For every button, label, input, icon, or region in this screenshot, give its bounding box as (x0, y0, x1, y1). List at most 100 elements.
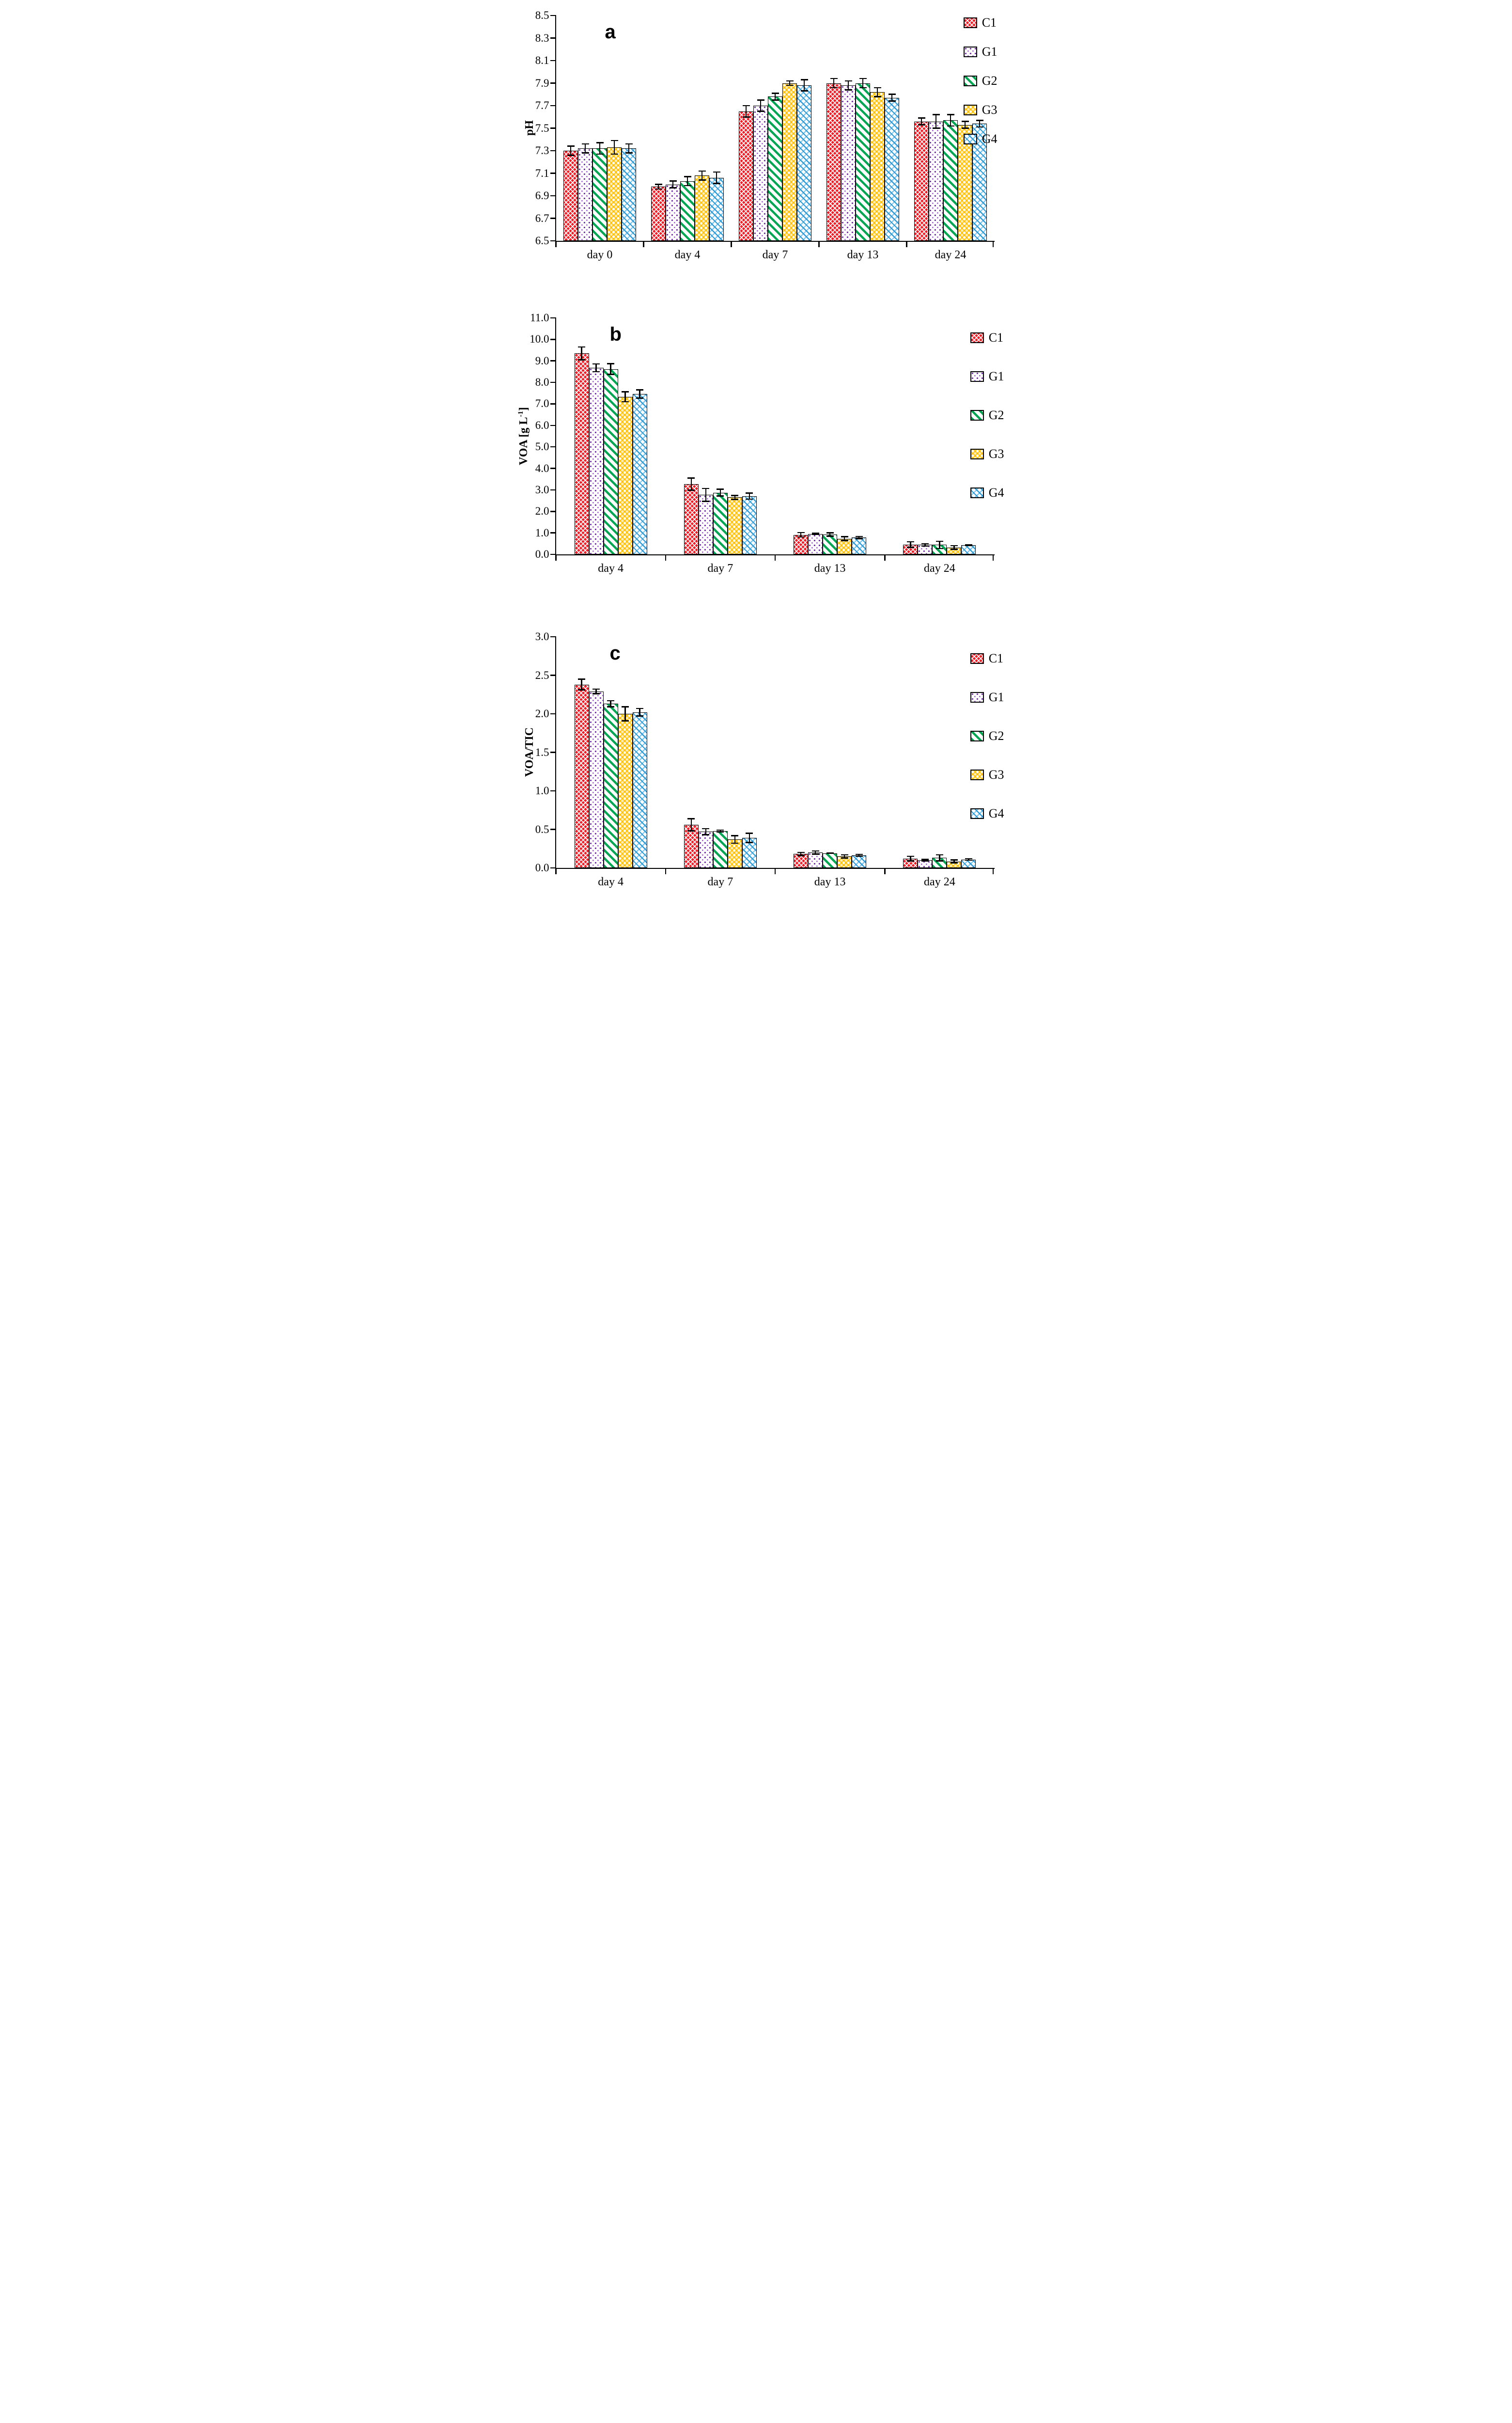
legend-marker-G2 (963, 76, 977, 86)
error-bar-cap (622, 401, 629, 403)
error-bar-cap (687, 489, 695, 491)
legend-item-C1: C1 (963, 16, 998, 29)
error-bar-cap (830, 78, 838, 79)
y-tick-mark (550, 150, 556, 152)
error-bar-cap (592, 371, 600, 373)
y-tick-mark (550, 636, 556, 638)
legend-label-G4: G4 (988, 486, 1004, 500)
y-tick-label: 8.1 (535, 54, 549, 66)
y-tick-mark (550, 752, 556, 753)
x-category-label: day 0 (587, 249, 613, 261)
y-axis-label-text: VOA/TIC (523, 727, 536, 777)
y-axis-label-c: VOA/TIC (523, 727, 536, 777)
error-bar-cap (731, 499, 739, 500)
error-bar-cap (855, 855, 863, 857)
error-bar-cap (717, 488, 724, 490)
x-tick-mark (992, 241, 994, 247)
bar-G4-day-7 (742, 838, 757, 868)
legend-label-G4: G4 (982, 132, 998, 146)
x-tick-mark (665, 554, 666, 561)
bar-G3-day-7 (782, 83, 797, 241)
y-axis-label-tail: ] (517, 407, 530, 411)
y-tick-mark (550, 425, 556, 426)
bar-G3-day-13 (870, 92, 885, 241)
error-bar-cap (607, 363, 615, 364)
error-bar-cap (717, 495, 724, 497)
figure-page: pH a 6.5 6.7 6.9 7.1 7.3 7.5 7.7 7.9 8.1 8.3 8.5 da… (504, 0, 1008, 911)
error-bar-cap (935, 540, 943, 542)
y-tick-mark (550, 15, 556, 16)
error-bar-G1-day-4 (595, 689, 597, 694)
error-bar-cap (855, 853, 863, 855)
bar-G4-day-24 (961, 859, 976, 868)
error-bar-cap (841, 857, 848, 859)
legend-item-G2: G2 (970, 730, 1004, 742)
bar-G2-day-4 (680, 181, 695, 241)
error-bar-cap (906, 860, 914, 862)
error-bar-G4-day-24 (979, 120, 981, 127)
error-bar-G4-day-13 (891, 94, 893, 101)
error-bar-G4-day-4 (639, 390, 640, 398)
bar-G4-day-0 (622, 148, 636, 241)
error-bar-cap (906, 541, 914, 543)
error-bar-G1-day-13 (814, 533, 816, 535)
error-bar-cap (687, 818, 695, 819)
error-bar-cap (636, 715, 644, 717)
x-tick-mark (992, 868, 994, 874)
legend-item-G4: G4 (963, 132, 998, 146)
bar-G2-day-4 (603, 369, 618, 554)
error-bar-cap (702, 501, 710, 502)
error-bar-G2-day-4 (610, 363, 611, 375)
y-tick-mark (550, 381, 556, 383)
error-bar-cap (636, 389, 644, 391)
error-bar-cap (742, 105, 750, 107)
legend-marker-G2 (970, 731, 984, 741)
error-bar-cap (844, 89, 852, 91)
legend-marker-G3 (970, 770, 984, 780)
error-bar-cap (950, 862, 958, 864)
error-bar-cap (687, 477, 695, 479)
error-bar-cap (702, 488, 710, 489)
y-tick-mark (550, 82, 556, 84)
bar-G1-day-13 (841, 85, 856, 241)
legend-item-G2: G2 (970, 409, 1004, 422)
y-tick-mark (550, 489, 556, 491)
error-bar-cap (684, 185, 691, 187)
y-tick-label: 7.3 (535, 144, 549, 157)
error-bar-cap (717, 831, 724, 833)
bar-G2-day-7 (768, 96, 782, 241)
y-tick-label: 7.7 (535, 99, 549, 111)
error-bar-cap (702, 834, 710, 835)
error-bar-cap (855, 538, 863, 539)
y-tick-mark (550, 403, 556, 405)
error-bar-cap (888, 94, 896, 95)
error-bar-G2-day-4 (686, 176, 688, 186)
error-bar-cap (757, 99, 764, 101)
error-bar-cap (855, 535, 863, 537)
error-bar-cap (811, 534, 819, 535)
bar-C1-day-4 (651, 187, 666, 241)
y-tick-mark (550, 195, 556, 197)
error-bar-cap (844, 80, 852, 82)
y-tick-mark (550, 553, 556, 555)
bar-C1-day-13 (794, 535, 809, 554)
legend-label-C1: C1 (988, 651, 1004, 665)
error-bar-G1-day-7 (705, 488, 707, 502)
x-category-label: day 4 (598, 876, 624, 888)
legend-marker-C1 (963, 17, 977, 28)
legend-item-G4: G4 (970, 487, 1004, 499)
y-tick-label: 1.0 (535, 785, 549, 797)
error-bar-cap (596, 142, 604, 144)
y-tick-label: 6.7 (535, 212, 549, 224)
error-bar-cap (607, 374, 615, 375)
error-bar-G3-day-7 (734, 495, 736, 500)
error-bar-cap (717, 829, 724, 831)
bar-G3-day-7 (727, 839, 742, 868)
error-bar-G4-day-7 (748, 833, 750, 843)
bar-G1-day-24 (929, 121, 943, 241)
bar-G3-day-4 (695, 175, 709, 241)
y-axis-label-text: VOA [g L (517, 417, 530, 465)
error-bar-G2-day-13 (862, 79, 864, 88)
error-bar-cap (932, 127, 940, 129)
error-bar-cap (800, 79, 808, 80)
